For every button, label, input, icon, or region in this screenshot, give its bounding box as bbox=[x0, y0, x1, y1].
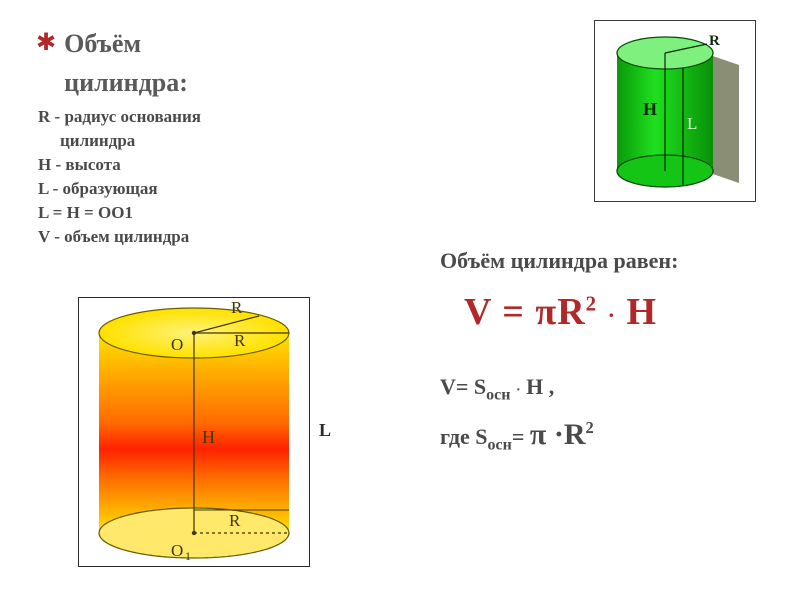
yellow-cylinder-figure: R R O H R O 1 L bbox=[78, 297, 310, 567]
green-cylinder-figure: R H L bbox=[594, 20, 756, 202]
def-r-sub: цилиндра bbox=[38, 130, 430, 153]
def-v: V - объем цилиндра bbox=[38, 226, 430, 249]
yellow-L-label: L bbox=[319, 420, 331, 441]
svg-text:R: R bbox=[709, 33, 720, 49]
svg-text:1: 1 bbox=[185, 549, 191, 563]
eq-sub: V= Sосн · H , bbox=[440, 374, 776, 404]
eq-sosn: где Sосн= π ·R2 bbox=[440, 418, 776, 454]
y-R3: R bbox=[229, 511, 241, 530]
eq-title: Объём цилиндра равен: bbox=[440, 248, 776, 274]
svg-text:O: O bbox=[171, 541, 183, 560]
y-O: O bbox=[171, 335, 183, 354]
svg-text:H: H bbox=[643, 99, 657, 119]
y-H: H bbox=[202, 427, 215, 447]
title-line-1: Объём bbox=[64, 28, 188, 59]
eq-main: V = πR2 · H bbox=[440, 290, 776, 334]
def-lh: L = H = ОО1 bbox=[38, 202, 430, 225]
definitions: R - радиус основания цилиндра H - высота… bbox=[38, 106, 430, 249]
title-line-2: цилиндра: bbox=[64, 67, 188, 98]
bullet-star-icon: ✱ bbox=[36, 28, 56, 57]
def-r: R - радиус основания bbox=[38, 106, 430, 129]
y-R1: R bbox=[231, 298, 243, 317]
svg-text:L: L bbox=[687, 114, 697, 133]
equation-block: Объём цилиндра равен: V = πR2 · H V= Sос… bbox=[440, 248, 776, 455]
y-R2: R bbox=[234, 331, 246, 350]
def-l: L - образующая bbox=[38, 178, 430, 201]
def-h: H - высота bbox=[38, 154, 430, 177]
